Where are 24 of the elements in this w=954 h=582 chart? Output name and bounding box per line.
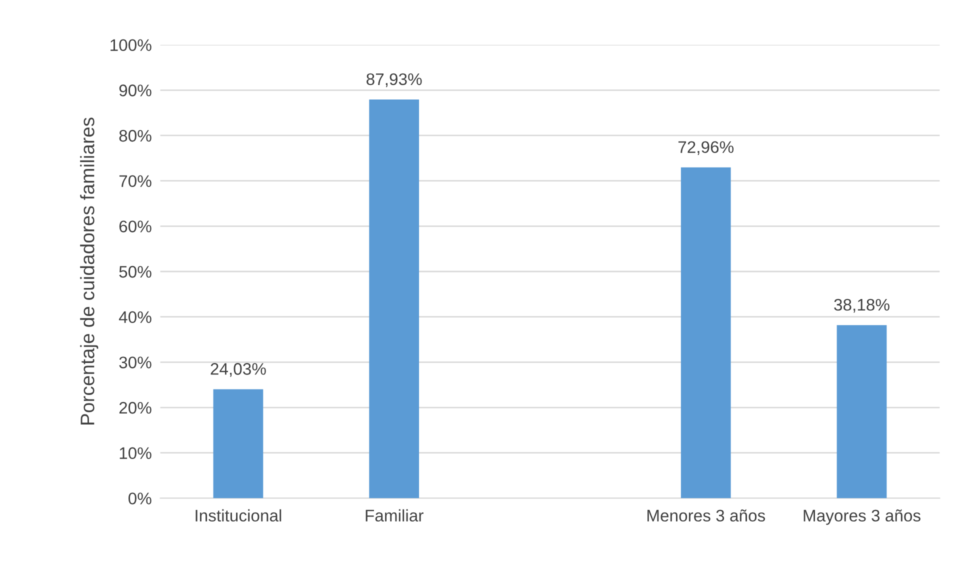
- data-label: 38,18%: [834, 298, 890, 313]
- y-tick-label: 0%: [128, 492, 152, 504]
- y-tick-label: 80%: [119, 130, 152, 142]
- bar: [369, 100, 420, 498]
- y-axis-title: Porcentaje de cuidadores familiares: [80, 118, 98, 424]
- x-tick-label: Menores 3 años: [647, 509, 766, 522]
- data-label: 72,96%: [678, 141, 734, 155]
- y-tick-label: 30%: [119, 356, 152, 368]
- y-tick-label: 50%: [119, 266, 152, 278]
- y-tick-label: 60%: [119, 220, 152, 232]
- x-tick-label: Mayores 3 años: [804, 509, 920, 525]
- data-label: 24,03%: [210, 363, 266, 377]
- y-tick-label: 100%: [110, 39, 152, 52]
- x-tick-label: Familiar: [366, 509, 424, 522]
- data-label: 87,93%: [366, 73, 422, 88]
- bar: [836, 325, 887, 498]
- y-tick-label: 10%: [120, 447, 152, 460]
- y-tick-label: 20%: [119, 402, 152, 414]
- x-tick-label: Institucional: [196, 509, 282, 522]
- y-tick-label: 70%: [119, 175, 152, 188]
- bar: [680, 167, 731, 498]
- y-tick-label: 90%: [119, 84, 152, 96]
- y-tick-label: 40%: [118, 311, 152, 324]
- bar: [213, 389, 264, 498]
